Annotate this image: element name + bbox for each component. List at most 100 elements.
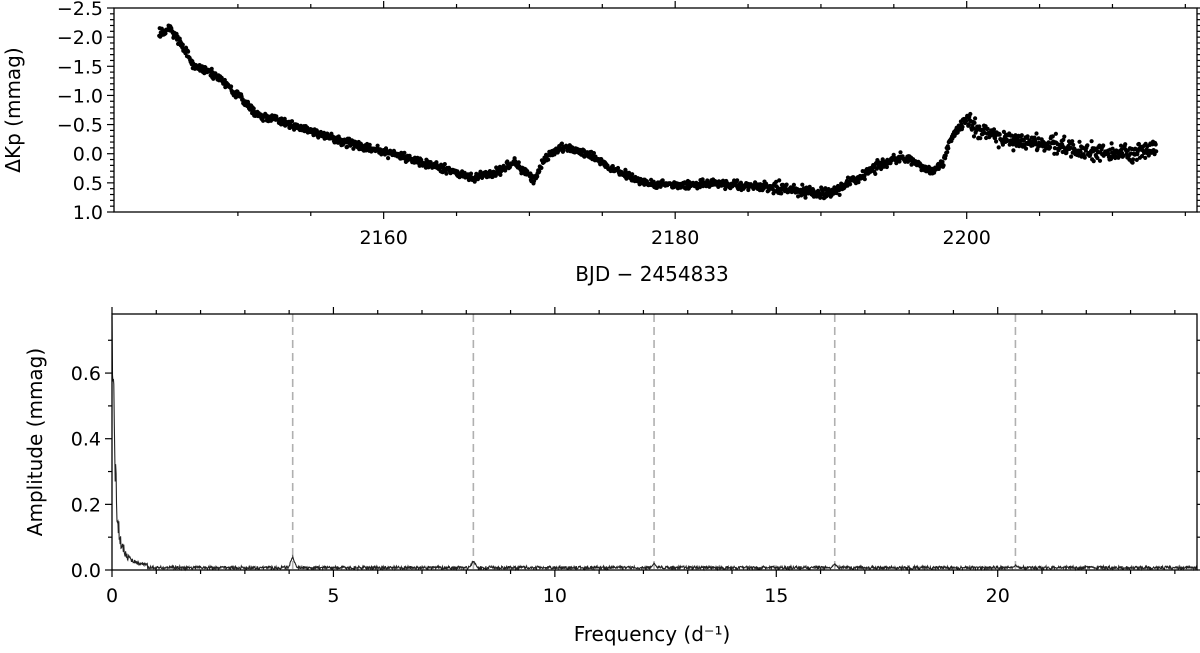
light-curve-point	[996, 145, 1001, 150]
light-curve-point	[209, 66, 214, 71]
light-curve-point	[1061, 137, 1066, 142]
light-curve-point	[180, 42, 185, 47]
light-curve-point	[537, 169, 542, 174]
light-curve-point	[261, 118, 266, 123]
light-curve-point	[610, 164, 615, 169]
light-curve-point	[1136, 141, 1141, 147]
light-curve-point	[1130, 160, 1135, 165]
light-curve-point	[1085, 143, 1090, 148]
light-curve-point	[615, 165, 621, 171]
light-curve-point	[539, 165, 544, 170]
light-curve-point	[1053, 131, 1058, 136]
light-curve-point	[1048, 145, 1053, 150]
light-curve-point	[945, 150, 950, 155]
light-curve-point	[960, 124, 965, 129]
light-curve-point	[941, 163, 946, 168]
light-curve-point	[1035, 146, 1040, 151]
light-curve-point	[946, 146, 951, 151]
light-curve-point	[1153, 142, 1158, 147]
y-tick-label: −1.5	[57, 56, 103, 78]
y-tick-label: −1.0	[57, 85, 103, 107]
light-curve-point	[777, 178, 782, 183]
light-curve-point	[1068, 145, 1073, 150]
light-curve-point	[1009, 133, 1014, 138]
spectrum-panel: 0 5 10 15 20 0.0 0.2 0.4 0.6 Frequency (d⁻¹) Amp…	[23, 307, 1200, 646]
light-curve-point	[735, 178, 740, 183]
y-tick-label: −2.0	[57, 27, 103, 49]
light-curve-point	[1089, 139, 1094, 144]
light-curve-point	[1101, 143, 1106, 148]
x-tick-label: 10	[543, 585, 567, 607]
light-curve-point	[1011, 148, 1016, 153]
light-curve-point	[289, 119, 295, 124]
light-curve-point	[367, 142, 372, 147]
light-curve-point	[1025, 134, 1030, 139]
light-curve-point	[1023, 146, 1029, 151]
x-tick-label: 2200	[943, 227, 991, 249]
light-curve-point	[1118, 143, 1124, 148]
spectrum-ticks: 0 5 10 15 20 0.0 0.2 0.4 0.6	[71, 307, 1200, 607]
light-curve-point	[784, 182, 789, 187]
light-curve-point	[940, 159, 945, 164]
light-curve-points	[157, 23, 1159, 201]
light-curve-point	[559, 141, 565, 146]
light-curve-point	[964, 118, 969, 124]
spectrum-x-label: Frequency (d⁻¹)	[574, 622, 731, 646]
light-curve-point	[251, 106, 256, 111]
light-curve-point	[1019, 133, 1024, 138]
light-curve-point	[700, 177, 705, 182]
light-curve-point	[219, 75, 224, 80]
light-curve-point	[848, 182, 853, 187]
light-curve-point	[375, 143, 380, 148]
y-tick-label: −0.5	[57, 115, 103, 137]
y-tick-label: 1.0	[73, 202, 103, 224]
light-curve-x-label: BJD − 2454833	[575, 262, 729, 286]
light-curve-point	[623, 169, 629, 174]
light-curve-point	[991, 127, 997, 132]
y-tick-label: 0.2	[71, 494, 101, 516]
y-tick-label: 0.4	[71, 429, 101, 451]
light-curve-point	[1091, 159, 1096, 164]
light-curve-point	[444, 171, 449, 176]
light-curve-point	[779, 191, 784, 196]
light-curve-point	[800, 182, 805, 187]
light-curve-point	[498, 172, 503, 177]
y-tick-label: 0.6	[71, 363, 101, 385]
harmonic-lines	[291, 314, 1017, 570]
light-curve-point	[898, 150, 903, 155]
spectrum-line	[111, 316, 1198, 572]
light-curve-point	[591, 151, 597, 156]
x-tick-label: 20	[986, 585, 1010, 607]
light-curve-point	[1054, 151, 1060, 156]
light-curve-point	[1154, 149, 1159, 154]
light-curve-point	[856, 180, 861, 185]
light-curve-point	[211, 76, 216, 81]
y-tick-label: −2.5	[57, 0, 103, 20]
light-curve-point	[1000, 142, 1006, 147]
light-curve-point	[977, 124, 982, 129]
light-curve-point	[630, 172, 635, 177]
y-tick-label: 0.0	[71, 560, 101, 582]
light-curve-point	[791, 182, 797, 187]
light-curve-point	[546, 157, 551, 162]
light-curve-point	[1134, 157, 1139, 162]
light-curve-ticks: 2160 2180 2200 −2.5 −2.0 −1.5 −1.0 −0.5 0.0 0.5 1.…	[57, 0, 1200, 249]
y-tick-label: 0.5	[73, 173, 103, 195]
spectrum-frame	[111, 313, 1198, 571]
light-curve-point	[1016, 138, 1021, 143]
light-curve-point	[978, 136, 983, 141]
light-curve-panel: 2160 2180 2200 −2.5 −2.0 −1.5 −1.0 −0.5 0.0 0.5 1.…	[1, 0, 1200, 286]
light-curve-point	[897, 159, 902, 164]
light-curve-point	[1069, 154, 1074, 159]
light-curve-point	[624, 176, 629, 181]
light-curve-point	[1106, 151, 1111, 156]
x-tick-label: 0	[106, 585, 118, 607]
light-curve-point	[1018, 142, 1023, 147]
light-curve-point	[1109, 141, 1114, 146]
x-tick-label: 5	[327, 585, 339, 607]
light-curve-point	[1034, 131, 1039, 136]
light-curve-point	[186, 49, 191, 54]
light-curve-point	[1062, 134, 1067, 139]
